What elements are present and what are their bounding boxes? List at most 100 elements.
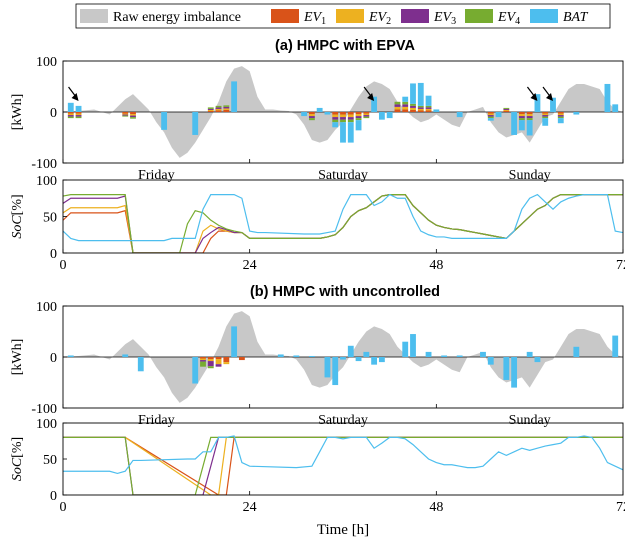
panel-b-energy: 100 0 -100 [kWh] Friday Saturday Sunday (10, 300, 624, 428)
bar-ev1 (526, 112, 533, 115)
bar-bat (511, 112, 518, 135)
bar-bat (480, 351, 486, 357)
y-tick-label: 50 (43, 211, 57, 226)
bar-bat (503, 357, 510, 380)
bar-ev1 (542, 112, 549, 114)
bar-ev2 (223, 362, 230, 365)
bar-ev1 (425, 110, 432, 112)
legend: Raw energy imbalance EV1 EV2 EV3 EV4 BAT (75, 3, 611, 29)
bar-ev3 (200, 360, 206, 362)
legend-label-ev3: EV3 (433, 10, 456, 27)
arrow-head (530, 93, 538, 101)
bar-bat (378, 112, 385, 120)
x-tick-label: 0 (60, 258, 67, 273)
bar-ev1 (200, 357, 206, 359)
bar-bat (557, 118, 564, 124)
bar-ev3 (557, 115, 564, 117)
bar-ev4 (308, 118, 315, 121)
bar-ev1 (503, 110, 510, 112)
bar-bat (355, 120, 362, 131)
bar-ev1 (347, 112, 354, 115)
bar-ev2 (355, 114, 362, 117)
bar-bat (355, 357, 362, 362)
y-tick-label: -100 (31, 157, 57, 172)
y-tick-label: 50 (43, 453, 57, 468)
bar-bat (495, 112, 502, 118)
day-label: Saturday (318, 413, 368, 428)
x-axis-label: Time [h] (317, 522, 369, 538)
bar-bat (425, 95, 432, 106)
bar-ev1 (207, 357, 214, 360)
bar-ev3 (75, 115, 82, 117)
bar-bat (534, 357, 541, 363)
soc-line-ev4 (63, 194, 623, 253)
legend-label-ev4-main: EV (497, 10, 517, 25)
bar-ev4 (67, 116, 74, 119)
bar-ev4 (207, 107, 214, 109)
bar-ev1 (402, 109, 409, 112)
plot-area (63, 435, 623, 495)
bar-bat (402, 341, 409, 357)
bar-ev1 (487, 112, 494, 114)
bar-ev2 (340, 114, 346, 118)
bar-ev2 (518, 114, 525, 117)
y-tick-label: 0 (50, 351, 57, 366)
legend-label-bat: BAT (563, 10, 589, 25)
bar-bat (332, 357, 339, 386)
bar-bat (511, 357, 518, 388)
legend-label-ev2: EV2 (368, 10, 391, 27)
bar-ev4 (75, 116, 82, 119)
bar-bat (433, 109, 440, 112)
bar-ev4 (340, 119, 346, 123)
y-axis-label: SoC[%] (10, 437, 25, 481)
x-tick-label: 0 (60, 500, 67, 515)
soc-line-bat (63, 193, 623, 242)
bar-bat (417, 82, 424, 106)
y-axis-label: SoC[%] (10, 194, 25, 238)
soc-line-ev2 (63, 194, 623, 253)
axes-frame (62, 305, 624, 409)
bar-bat (161, 112, 168, 130)
bar-bat (340, 122, 346, 143)
bar-ev4 (223, 105, 230, 107)
legend-label-ev3-sub: 3 (451, 16, 456, 27)
bar-ev1 (238, 357, 245, 361)
bar-ev4 (355, 118, 362, 121)
bar-bat (487, 357, 494, 365)
bar-ev4 (417, 105, 424, 108)
bar-ev3 (122, 114, 129, 116)
bar-bat (340, 357, 346, 360)
bar-ev4 (207, 366, 214, 369)
bar-ev1 (223, 357, 230, 363)
legend-label-ev1: EV1 (303, 10, 326, 27)
bar-bat (308, 355, 315, 357)
bar-ev2 (557, 113, 564, 116)
bar-ev4 (122, 115, 129, 117)
bar-ev3 (130, 115, 136, 118)
bar-ev2 (200, 358, 206, 361)
bar-bat (231, 326, 238, 357)
panel-a-energy: 100 0 -100 [kWh] Friday Saturday Sunday (10, 55, 624, 183)
x-tick-label: 72 (616, 258, 625, 273)
plot-area (63, 311, 623, 403)
bar-bat (612, 104, 619, 112)
bar-bat (487, 118, 494, 121)
bar-ev1 (410, 109, 416, 112)
bar-ev1 (223, 109, 230, 112)
bar-ev1 (215, 357, 222, 360)
soc-line-bat (63, 435, 623, 475)
bar-bat (67, 102, 74, 112)
bar-bat (456, 112, 463, 118)
bar-ev1 (130, 112, 136, 115)
bar-bat (378, 357, 385, 363)
plot-area (63, 66, 623, 158)
bar-ev4 (557, 116, 564, 119)
bar-ev1 (394, 109, 401, 112)
bar-bat (371, 96, 378, 112)
day-label: Friday (138, 413, 175, 428)
arrow-head (546, 93, 553, 101)
bar-ev1 (557, 112, 564, 114)
bar-ev2 (207, 109, 214, 111)
panel-a-soc: 100 50 0 SoC[%] 0 24 48 72 (10, 174, 625, 273)
